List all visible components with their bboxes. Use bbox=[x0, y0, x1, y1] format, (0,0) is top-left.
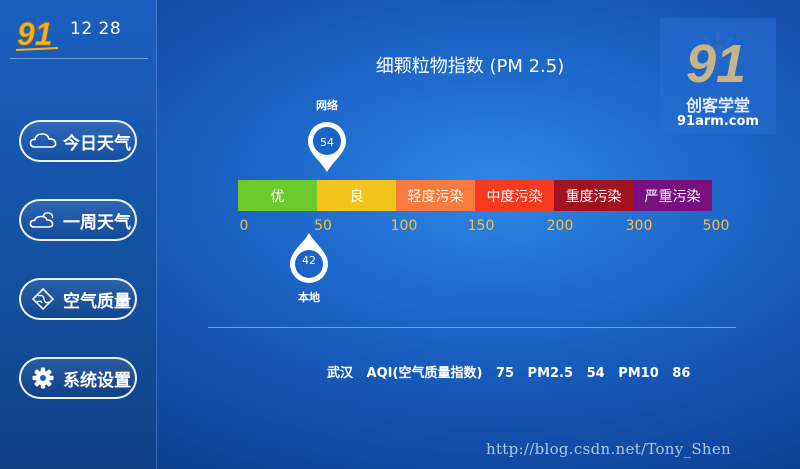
today-weather-button[interactable]: 今日天气 bbox=[19, 120, 137, 162]
page-title: 细颗粒物指数 (PM 2.5) bbox=[375, 56, 565, 77]
svg-text:91: 91 bbox=[686, 34, 746, 90]
local-pin-icon bbox=[290, 233, 328, 284]
aqi-tick-1: 50 bbox=[314, 218, 332, 234]
air-quality-info: 武汉 AQI(空气质量指数) 75 PM2.5 54 PM10 86 bbox=[327, 362, 699, 381]
aqi-value: 75 bbox=[495, 366, 515, 381]
aqi-tick-0: 0 bbox=[239, 218, 249, 234]
aqi-scale-bar: 优良轻度污染 中度污染 重度污染 严重污染 bbox=[238, 180, 712, 211]
svg-text:91: 91 bbox=[17, 16, 53, 52]
brand-logo: 91 bbox=[15, 16, 59, 52]
aqi-tick-6: 500 bbox=[702, 218, 730, 234]
cloud-sun-icon bbox=[29, 212, 54, 228]
today-weather-label: 今日天气 bbox=[63, 133, 131, 154]
clock-time: 12 28 bbox=[70, 19, 122, 39]
sidebar-divider bbox=[10, 58, 148, 59]
air-quality-label: 空气质量 bbox=[63, 291, 131, 312]
aqi-segment-1: 良 bbox=[317, 180, 396, 211]
network-pin-icon bbox=[308, 121, 346, 172]
network-pin-label: 网络 bbox=[316, 99, 338, 112]
aqi-segment-5: 严重污染 bbox=[633, 180, 712, 211]
aqi-label: AQI(空气质量指数) bbox=[366, 366, 483, 381]
week-weather-label: 一周天气 bbox=[63, 212, 131, 233]
gear-icon bbox=[32, 367, 54, 389]
air-quality-icon bbox=[31, 288, 55, 310]
pm10-label: PM10 bbox=[618, 366, 659, 381]
aqi-tick-3: 150 bbox=[467, 218, 495, 234]
aqi-tick-4: 200 bbox=[546, 218, 574, 234]
aqi-tick-5: 300 bbox=[625, 218, 653, 234]
pm25-value: 54 bbox=[586, 366, 605, 381]
air-quality-button[interactable]: 空气质量 bbox=[19, 278, 137, 320]
aqi-segment-0: 优 bbox=[238, 180, 317, 211]
pm10-value: 86 bbox=[672, 366, 691, 381]
local-pin-label: 本地 bbox=[298, 291, 320, 304]
network-pin-value: 54 bbox=[320, 136, 334, 149]
city-name: 武汉 bbox=[327, 366, 354, 381]
content-divider bbox=[208, 327, 736, 328]
watermark-logo: 91 创客学堂 91arm.com bbox=[660, 18, 776, 134]
aqi-segment-4: 重度污染 bbox=[554, 180, 633, 211]
system-settings-label: 系统设置 bbox=[63, 370, 131, 391]
watermark-name: 创客学堂 bbox=[685, 96, 750, 115]
system-settings-button[interactable]: 系统设置 bbox=[19, 357, 137, 399]
pm25-label: PM2.5 bbox=[527, 366, 574, 381]
footer-url: http://blog.csdn.net/Tony_Shen bbox=[486, 440, 732, 458]
watermark-url: 91arm.com bbox=[677, 114, 759, 129]
cloud-icon bbox=[29, 133, 57, 148]
week-weather-button[interactable]: 一周天气 bbox=[19, 199, 137, 241]
sidebar: 91 12 28 今日天气 一周天气 空气质量 bbox=[0, 0, 157, 469]
aqi-segment-2: 轻度污染 bbox=[396, 180, 475, 211]
aqi-segment-3: 中度污染 bbox=[475, 180, 554, 211]
local-pin-value: 42 bbox=[302, 254, 316, 267]
watermark-logo-icon: 91 bbox=[686, 32, 746, 90]
aqi-tick-2: 100 bbox=[390, 218, 418, 234]
